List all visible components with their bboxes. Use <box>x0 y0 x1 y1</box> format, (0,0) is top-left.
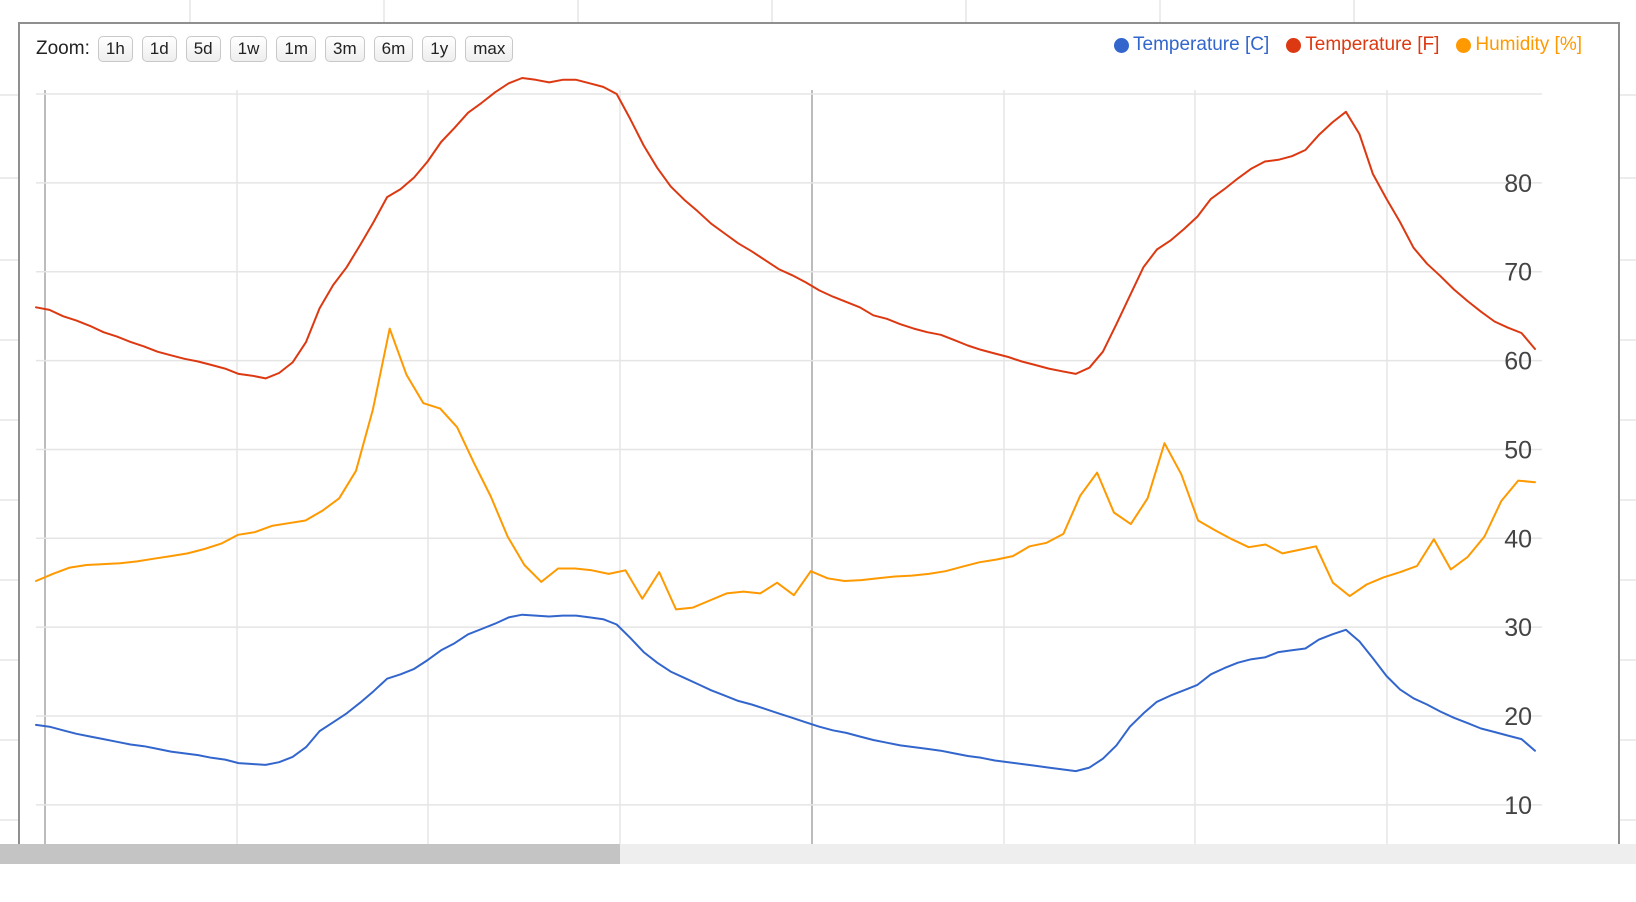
y-axis-tick-label: 10 <box>1504 792 1532 820</box>
zoom-5d-button[interactable]: 5d <box>185 36 221 62</box>
legend-item-temperature-f[interactable]: Temperature [F] <box>1286 34 1439 56</box>
zoom-3m-button[interactable]: 3m <box>324 36 365 62</box>
zoom-1y-button[interactable]: 1y <box>422 36 457 62</box>
series-line-temperature-f <box>35 77 1536 380</box>
zoom-label: Zoom: <box>36 38 90 59</box>
series-line-humidity <box>35 327 1536 611</box>
series-line-temperature-c <box>35 613 1536 773</box>
zoom-toolbar: Zoom: 1h 1d 5d 1w 1m 3m 6m 1y max <box>36 36 522 62</box>
chart-container: 10 20 30 40 50 60 70 80 Zoom: 1h 1d 5d 1w 1m 3m… <box>18 22 1620 882</box>
legend-label-temperature-f: Temperature [F] <box>1305 34 1440 55</box>
sheet-area-below <box>0 864 1636 902</box>
y-axis-tick-label: 50 <box>1504 436 1532 464</box>
legend-dot-temperature-f <box>1286 37 1302 53</box>
y-axis-tick-label: 80 <box>1504 170 1532 198</box>
y-axis-tick-label: 30 <box>1504 614 1532 642</box>
zoom-1h-button[interactable]: 1h <box>97 36 133 62</box>
chart-legend: Temperature [C] Temperature [F] Humidity… <box>1097 34 1582 56</box>
y-axis-tick-label: 70 <box>1504 259 1532 287</box>
zoom-max-button[interactable]: max <box>465 36 514 62</box>
legend-label-humidity: Humidity [%] <box>1475 34 1582 55</box>
zoom-1m-button[interactable]: 1m <box>276 36 316 62</box>
legend-dot-temperature-c <box>1114 37 1130 53</box>
y-axis-tick-label: 60 <box>1504 348 1532 376</box>
zoom-6m-button[interactable]: 6m <box>373 36 414 62</box>
y-axis-tick-label: 20 <box>1504 703 1532 731</box>
legend-item-temperature-c[interactable]: Temperature [C] <box>1114 34 1269 56</box>
legend-label-temperature-c: Temperature [C] <box>1133 34 1270 55</box>
scrollbar-thumb[interactable] <box>0 844 620 864</box>
horizontal-scrollbar[interactable] <box>0 844 1636 864</box>
y-axis-tick-label: 40 <box>1504 525 1532 553</box>
legend-item-humidity[interactable]: Humidity [%] <box>1456 34 1582 56</box>
legend-dot-humidity <box>1456 37 1472 53</box>
line-chart-plot: 10 20 30 40 50 60 70 80 <box>35 77 1542 858</box>
zoom-1w-button[interactable]: 1w <box>229 36 268 62</box>
zoom-1d-button[interactable]: 1d <box>141 36 177 62</box>
